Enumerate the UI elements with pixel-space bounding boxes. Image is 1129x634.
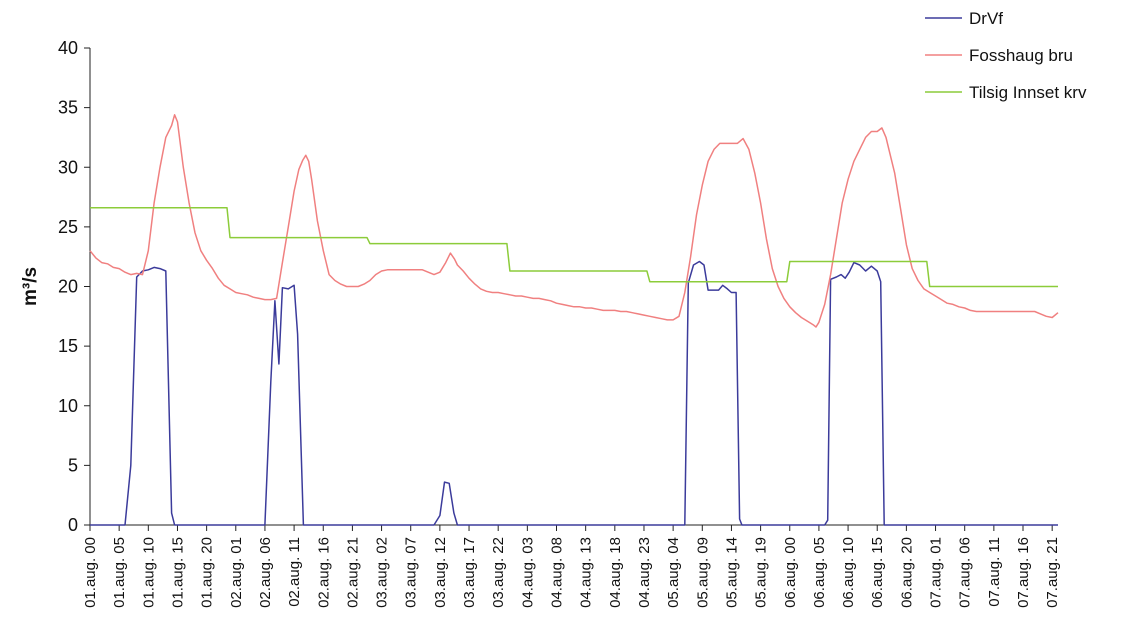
y-tick-label: 0 [68, 515, 78, 535]
y-tick-label: 40 [58, 38, 78, 58]
legend: DrVf Fosshaug bru Tilsig Innset krv [925, 9, 1087, 102]
x-tick-label: 05.aug. 14 [723, 537, 740, 608]
x-tick-label: 04.aug. 13 [578, 537, 595, 608]
x-tick-label: 03.aug. 17 [461, 537, 478, 608]
axes [89, 48, 1058, 526]
y-axis-ticks: 0 5 10 15 20 25 30 35 40 [58, 38, 90, 535]
x-tick-label: 07.aug. 11 [986, 537, 1003, 607]
series-line-1 [89, 114, 1059, 328]
x-tick-label: 03.aug. 22 [490, 537, 507, 608]
x-tick-label: 06.aug. 10 [840, 537, 857, 608]
x-tick-label: 07.aug. 06 [957, 537, 974, 608]
x-tick-label: 02.aug. 21 [344, 537, 361, 608]
y-tick-label: 15 [58, 336, 78, 356]
legend-label-1: Fosshaug bru [969, 46, 1073, 65]
x-tick-label: 03.aug. 02 [374, 537, 391, 608]
x-tick-label: 01.aug. 10 [140, 537, 157, 608]
y-axis-label: m³/s [20, 267, 41, 306]
x-tick-label: 04.aug. 18 [607, 537, 624, 608]
x-tick-label: 05.aug. 19 [753, 537, 770, 608]
y-tick-label: 30 [58, 157, 78, 177]
x-tick-label: 05.aug. 09 [694, 537, 711, 608]
x-tick-label: 01.aug. 05 [111, 537, 128, 608]
series-lines [89, 114, 1059, 526]
x-tick-label: 07.aug. 01 [928, 537, 945, 608]
y-tick-label: 10 [58, 396, 78, 416]
x-tick-label: 06.aug. 00 [782, 537, 799, 608]
x-tick-label: 02.aug. 01 [228, 537, 245, 608]
x-tick-label: 07.aug. 16 [1015, 537, 1032, 608]
x-tick-label: 03.aug. 07 [403, 537, 420, 608]
x-tick-label: 01.aug. 00 [82, 537, 99, 608]
y-tick-label: 20 [58, 277, 78, 297]
x-tick-label: 05.aug. 04 [665, 537, 682, 608]
x-tick-label: 01.aug. 20 [199, 537, 216, 608]
x-tick-label: 04.aug. 23 [636, 537, 653, 608]
series-line-0 [90, 260, 1058, 526]
x-tick-label: 06.aug. 15 [869, 537, 886, 608]
x-tick-label: 04.aug. 08 [549, 537, 566, 608]
x-tick-label: 02.aug. 11 [286, 537, 303, 607]
x-tick-label: 06.aug. 05 [811, 537, 828, 608]
x-axis-ticks: 01.aug. 00 01.aug. 05 01.aug. 10 01.aug. 15… [82, 525, 1061, 608]
x-tick-label: 06.aug. 20 [898, 537, 915, 608]
legend-label-2: Tilsig Innset krv [969, 83, 1087, 102]
legend-label-0: DrVf [969, 9, 1003, 28]
y-tick-label: 25 [58, 217, 78, 237]
x-tick-label: 02.aug. 16 [315, 537, 332, 608]
y-tick-label: 35 [58, 98, 78, 118]
y-tick-label: 5 [68, 455, 78, 475]
x-tick-label: 01.aug. 15 [169, 537, 186, 608]
x-tick-label: 04.aug. 03 [519, 537, 536, 608]
series-line-2 [90, 207, 1058, 288]
x-tick-label: 03.aug. 12 [432, 537, 449, 608]
x-tick-label: 07.aug. 21 [1044, 537, 1061, 608]
x-tick-label: 02.aug. 06 [257, 537, 274, 608]
